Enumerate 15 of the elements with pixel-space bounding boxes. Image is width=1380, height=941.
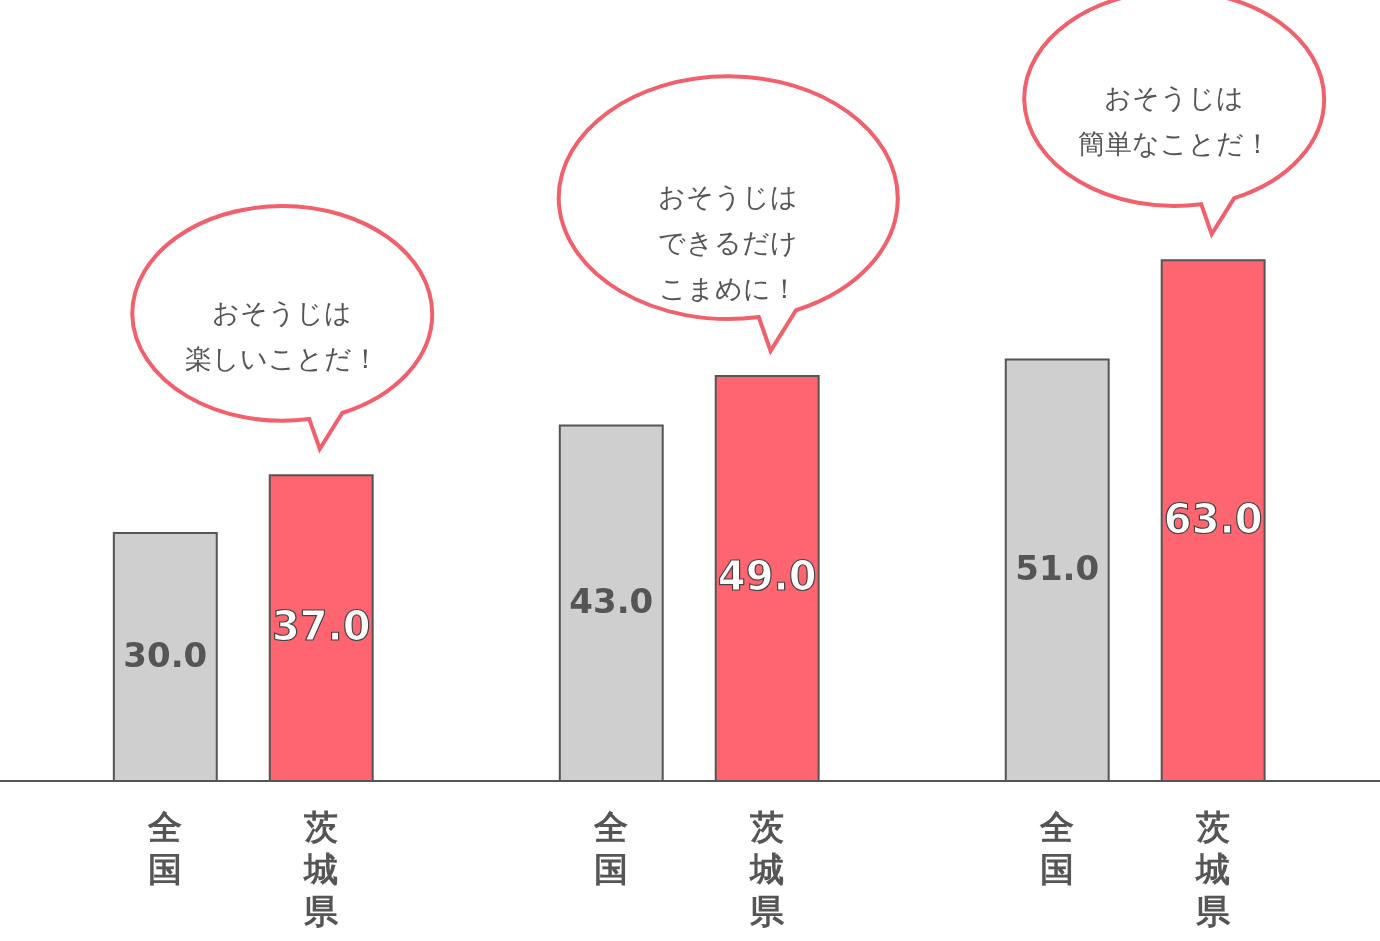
x-tick-label: 茨城県 xyxy=(302,807,340,931)
annotation: おそうじはできるだけこまめに！ xyxy=(658,181,799,305)
x-tick-label: 茨城県 xyxy=(1194,807,1232,931)
data-label: 49.0 xyxy=(717,553,817,600)
x-tick-label: 全国 xyxy=(593,807,629,889)
data-label: 43.0 xyxy=(569,581,654,622)
data-label: 51.0 xyxy=(1015,548,1100,589)
x-tick-label: 全国 xyxy=(1039,807,1075,889)
annotation: おそうじは楽しいことだ！ xyxy=(185,297,380,375)
x-tick-label: 全国 xyxy=(147,807,183,889)
data-label: 37.0 xyxy=(271,603,371,650)
data-label: 63.0 xyxy=(1163,495,1263,542)
data-label: 30.0 xyxy=(123,634,208,675)
x-tick-label: 茨城県 xyxy=(748,807,786,931)
text: おそうじは簡単なことだ！ xyxy=(1077,82,1271,160)
